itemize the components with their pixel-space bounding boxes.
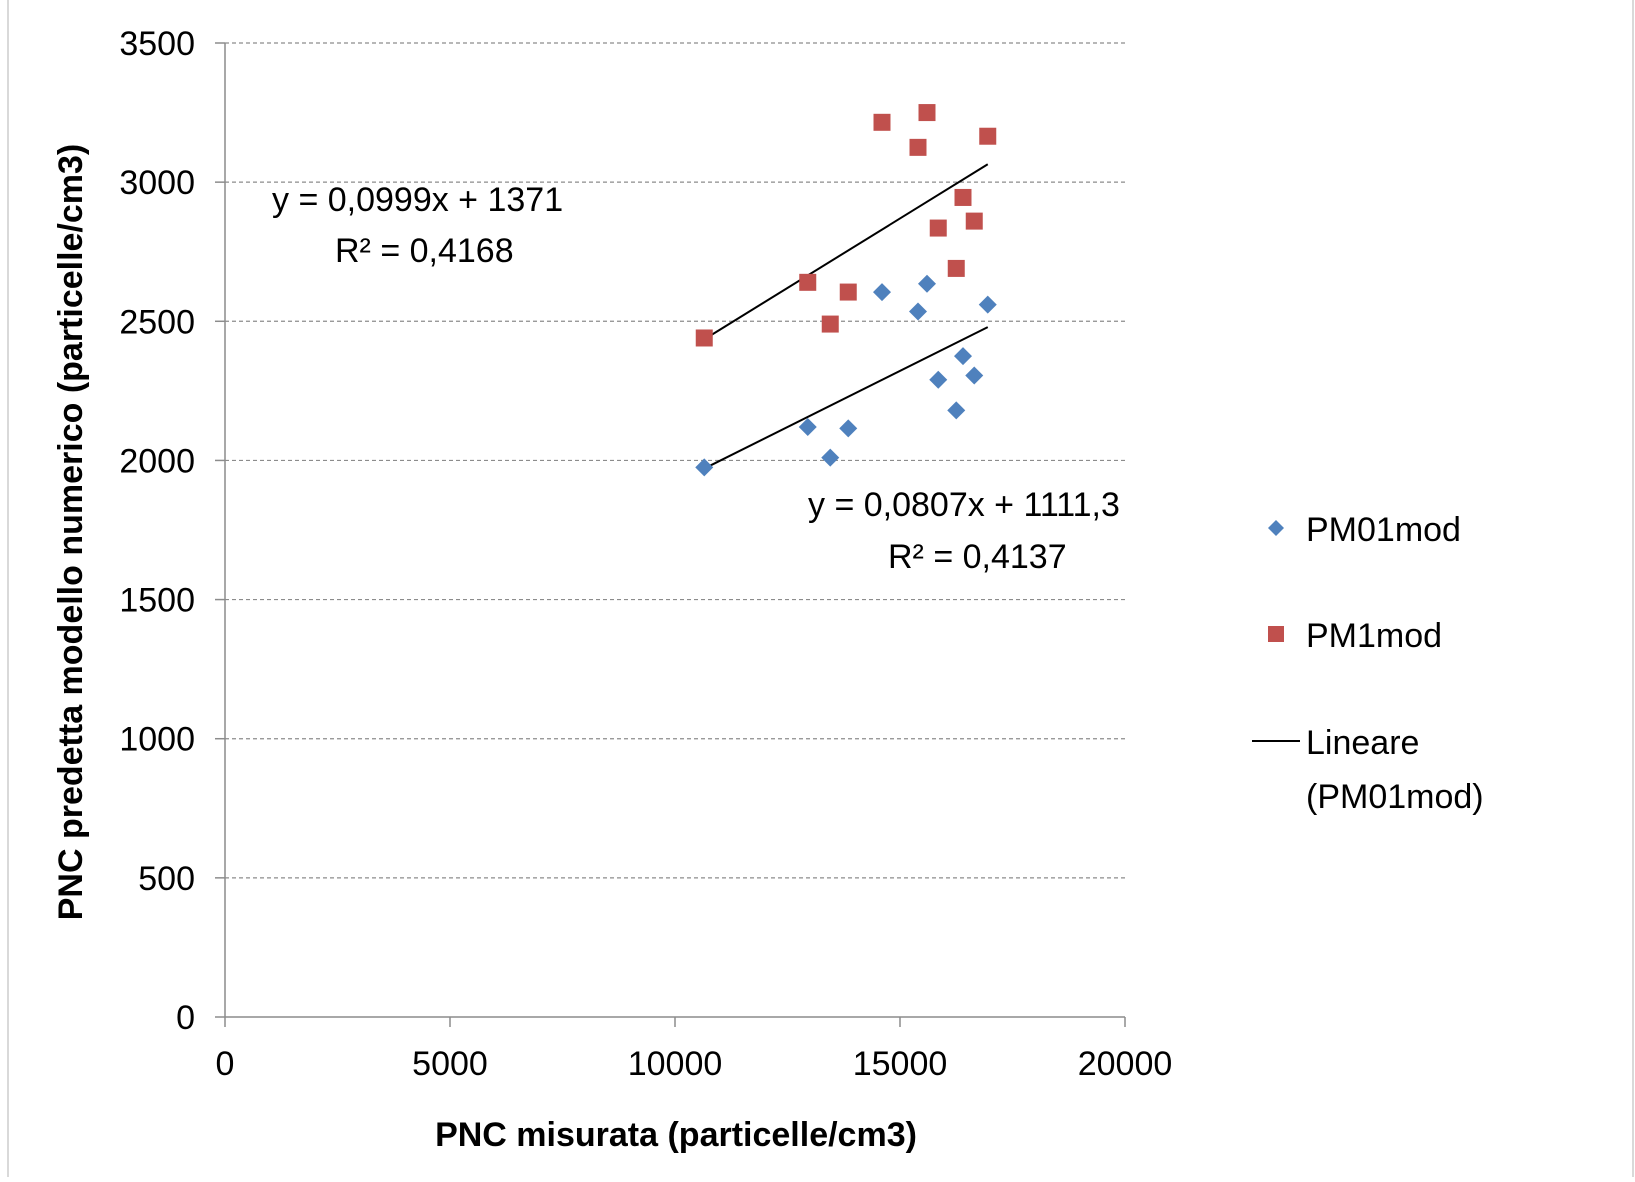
point-pm1mod — [918, 104, 936, 122]
trendline-r2-pm01mod: R² = 0,4137 — [888, 538, 1067, 576]
point-pm01mod — [965, 366, 984, 385]
trendline-pm1mod — [703, 163, 989, 341]
legend-label: PM01mod — [1306, 511, 1461, 549]
point-pm1mod — [695, 329, 713, 347]
point-pm01mod — [929, 370, 948, 389]
legend-marker-diamond — [1268, 520, 1284, 536]
legend-marker-square — [1268, 626, 1284, 642]
y-tick-label: 3000 — [119, 164, 195, 202]
x-tick-label: 5000 — [412, 1045, 488, 1083]
y-tick-label: 2000 — [119, 442, 195, 480]
x-tick-label: 10000 — [628, 1045, 723, 1083]
point-pm1mod — [909, 138, 927, 156]
trendlines — [703, 163, 989, 470]
legend: PM01mod PM1mod Lineare (PM01mod) — [1252, 511, 1484, 816]
point-pm1mod — [965, 212, 983, 230]
legend-label: (PM01mod) — [1306, 778, 1484, 816]
point-pm01mod — [798, 418, 817, 437]
trendline-equation-pm01mod: y = 0,0807x + 1111,3 — [808, 486, 1120, 524]
point-pm1mod — [873, 113, 891, 131]
y-tick-label: 1500 — [119, 582, 195, 620]
x-tick-label: 20000 — [1078, 1045, 1173, 1083]
y-tick-label: 500 — [138, 860, 195, 898]
x-axis-title: PNC misurata (particelle/cm3) — [435, 1116, 917, 1154]
labels: y = 0,0999x + 1371 R² = 0,4168 y = 0,080… — [52, 144, 1120, 1154]
point-pm1mod — [821, 315, 839, 333]
x-tick-label: 0 — [216, 1045, 235, 1083]
axes: 0 500 1000 1500 2000 2500 3000 3500 0 5000 10000 15… — [119, 25, 1172, 1083]
point-pm01mod — [947, 401, 966, 420]
gridlines — [225, 42, 1125, 879]
chart-border — [7, 0, 1634, 1177]
point-pm01mod — [839, 419, 858, 438]
trendline-pm01mod — [703, 326, 989, 470]
y-tick-label: 1000 — [119, 721, 195, 759]
point-pm01mod — [978, 295, 997, 314]
y-tick-label: 2500 — [119, 303, 195, 341]
legend-label: PM1mod — [1306, 617, 1442, 655]
point-pm1mod — [839, 283, 857, 301]
trendline-equation-pm1mod: y = 0,0999x + 1371 — [272, 181, 563, 219]
x-tick-label: 15000 — [853, 1045, 948, 1083]
point-pm01mod — [918, 274, 936, 293]
point-pm01mod — [873, 283, 891, 302]
y-tick-label: 3500 — [119, 25, 195, 63]
data-points — [695, 104, 997, 477]
trendline-r2-pm1mod: R² = 0,4168 — [335, 232, 514, 270]
point-pm01mod — [954, 347, 972, 366]
point-pm1mod — [929, 219, 947, 237]
point-pm01mod — [909, 302, 927, 321]
point-pm01mod — [821, 448, 840, 467]
y-tick-label: 0 — [176, 999, 195, 1037]
point-pm1mod — [799, 273, 817, 291]
legend-label: Lineare — [1306, 724, 1419, 762]
point-pm01mod — [695, 458, 714, 477]
y-axis-title: PNC predetta modello numerico (particell… — [52, 144, 90, 921]
point-pm1mod — [954, 188, 972, 206]
point-pm1mod — [947, 259, 965, 277]
point-pm1mod — [979, 127, 997, 145]
